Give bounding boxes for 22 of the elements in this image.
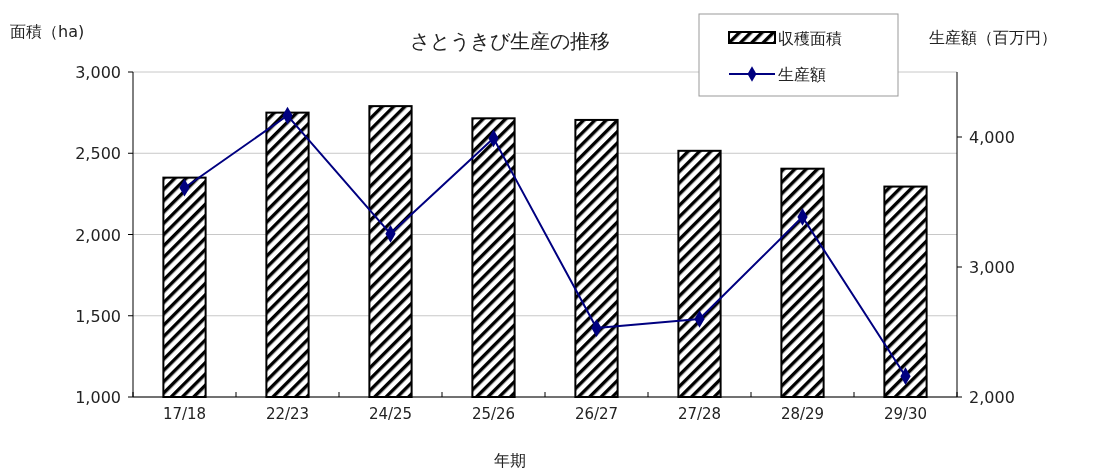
y-axis-title: 面積（ha) <box>10 22 85 41</box>
y-tick-label: 2,500 <box>75 144 121 164</box>
x-axis-title: 年期 <box>494 451 526 470</box>
x-tick-label: 17/18 <box>162 405 207 423</box>
y2-axis-title: 生産額（百万円） <box>929 28 1057 47</box>
x-tick-label: 29/30 <box>883 405 928 423</box>
y-tick-label: 3,000 <box>75 63 121 82</box>
x-tick-label: 27/28 <box>677 405 722 423</box>
x-tick-label: 25/26 <box>471 405 516 423</box>
y-tick-label: 2,000 <box>75 225 121 245</box>
chart-title: さとうきび生産の推移 <box>410 29 610 53</box>
x-tick-label: 26/27 <box>574 405 619 423</box>
y2-tick-label: 4,000 <box>969 128 1015 147</box>
x-tick-label: 24/25 <box>368 405 413 423</box>
y-tick-label: 1,000 <box>75 388 121 407</box>
x-tick-label: 28/29 <box>780 405 825 423</box>
x-tick-label: 22/23 <box>265 405 310 423</box>
y2-tick-label: 2,000 <box>969 388 1015 407</box>
legend-label: 生産額 <box>778 65 826 84</box>
y2-tick-label: 3,000 <box>969 258 1015 277</box>
y-tick-label: 1,500 <box>75 306 121 326</box>
legend-label: 収穫面積 <box>778 29 842 48</box>
